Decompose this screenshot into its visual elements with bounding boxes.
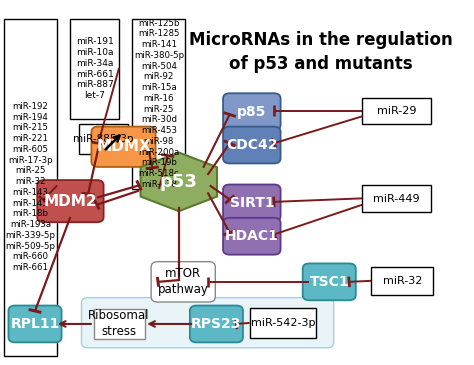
Bar [94, 309, 145, 339]
Bar [250, 308, 316, 338]
FancyBboxPatch shape [9, 306, 62, 342]
Text: RPL11: RPL11 [10, 317, 60, 331]
Text: Ribosomal
stress: Ribosomal stress [88, 310, 150, 338]
Text: miR-449: miR-449 [374, 193, 420, 204]
FancyBboxPatch shape [37, 180, 104, 222]
Text: MicroRNAs in the regulation
of p53 and mutants: MicroRNAs in the regulation of p53 and m… [189, 31, 452, 73]
Text: TSC1: TSC1 [310, 275, 349, 289]
FancyBboxPatch shape [223, 218, 281, 255]
FancyBboxPatch shape [223, 184, 281, 221]
FancyBboxPatch shape [223, 93, 281, 130]
Bar [363, 98, 431, 124]
Text: CDC42: CDC42 [226, 138, 278, 152]
FancyBboxPatch shape [151, 262, 215, 302]
Text: miR-192
miR-194
miR-215
miR-221
miR-605
miR-17-3p
miR-25
miR-32
miR-143
miR-145
: miR-192 miR-194 miR-215 miR-221 miR-605 … [6, 102, 55, 272]
Text: p85: p85 [237, 105, 266, 119]
Text: p53: p53 [160, 173, 198, 191]
Text: HDAC1: HDAC1 [225, 229, 279, 243]
Polygon shape [141, 153, 217, 211]
Text: MDM2: MDM2 [44, 194, 97, 209]
FancyBboxPatch shape [190, 306, 243, 342]
FancyBboxPatch shape [223, 127, 281, 164]
FancyBboxPatch shape [303, 264, 356, 300]
Text: miR-32: miR-32 [383, 276, 422, 286]
Text: miR-542-3p: miR-542-3p [251, 318, 315, 328]
Text: mTOR
pathway: mTOR pathway [158, 267, 209, 296]
Bar [79, 124, 128, 154]
Text: miR-29: miR-29 [377, 106, 417, 116]
FancyBboxPatch shape [91, 127, 155, 167]
Bar [363, 185, 431, 212]
FancyBboxPatch shape [82, 297, 334, 348]
Bar [371, 267, 433, 295]
Bar [4, 19, 57, 356]
Text: miR-191
miR-10a
miR-34a
miR-661
miR-887
let-7: miR-191 miR-10a miR-34a miR-661 miR-887 … [76, 37, 114, 100]
Text: RPS23: RPS23 [191, 317, 242, 331]
Bar [71, 19, 119, 119]
Text: SIRT1: SIRT1 [229, 196, 274, 210]
Text: MDMX: MDMX [96, 139, 151, 154]
Text: miR-885-3p: miR-885-3p [73, 134, 134, 144]
Bar [132, 19, 185, 189]
Text: miR-125b
miR-1285
miR-141
miR-380-5p
miR-504
miR-92
miR-15a
miR-16
miR-25
miR-30: miR-125b miR-1285 miR-141 miR-380-5p miR… [134, 19, 184, 189]
